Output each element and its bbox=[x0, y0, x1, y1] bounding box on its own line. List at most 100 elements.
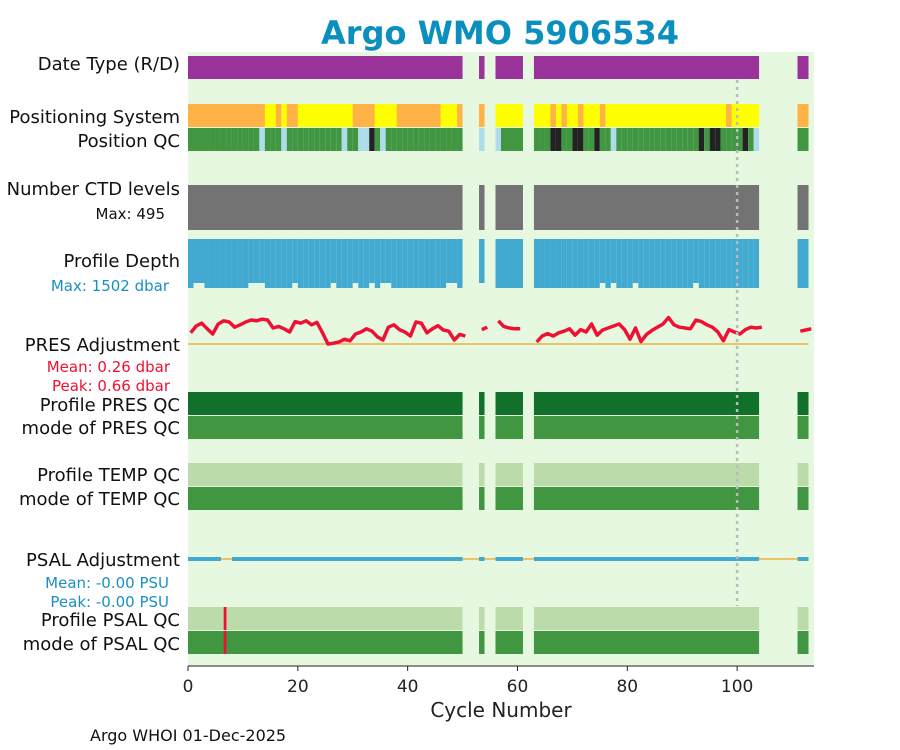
profile-depth-bar bbox=[253, 239, 260, 288]
profile-depth-bar bbox=[599, 239, 606, 288]
profile-depth-bar bbox=[649, 239, 655, 288]
profile-depth-bar bbox=[533, 239, 540, 288]
profile-depth-bar bbox=[753, 239, 760, 288]
profile-pres-qc-bar bbox=[495, 392, 523, 415]
profile-depth-bar bbox=[385, 239, 392, 288]
position-qc-cell bbox=[358, 128, 364, 151]
position-qc-cell bbox=[682, 128, 688, 151]
profile-temp-qc-bar bbox=[495, 463, 523, 486]
position-qc-cell bbox=[352, 128, 359, 151]
profile-psal-qc-bar bbox=[533, 607, 760, 630]
position-qc-cell bbox=[588, 128, 595, 151]
profile-depth-bar bbox=[671, 239, 677, 288]
position-qc-cell bbox=[610, 128, 617, 151]
profile-psal-qc-flag bbox=[223, 607, 227, 630]
mode-psal-qc-bar bbox=[495, 631, 523, 654]
mode-psal-qc-bar bbox=[188, 631, 463, 654]
positioning-argos-segment bbox=[577, 104, 584, 127]
position-qc-cell bbox=[627, 128, 633, 151]
position-qc-cell bbox=[616, 128, 622, 151]
mode-pres-qc-bar bbox=[188, 416, 463, 439]
ctd-max-text: Max: 495 bbox=[96, 205, 165, 223]
profile-depth-bar bbox=[797, 239, 804, 288]
position-qc-cell bbox=[704, 128, 710, 151]
position-qc-cell bbox=[385, 128, 392, 151]
position-qc-cell bbox=[308, 128, 315, 151]
profile-depth-bar bbox=[391, 239, 397, 288]
mode-pres-qc-bar bbox=[479, 416, 485, 439]
profile-depth-bar bbox=[292, 239, 298, 288]
profile-depth-bar bbox=[682, 239, 688, 288]
profile-depth-shortfall bbox=[248, 283, 254, 288]
profile-depth-bar bbox=[583, 239, 589, 288]
profile-depth-bar bbox=[577, 239, 584, 288]
profile-depth-bar bbox=[435, 239, 441, 288]
row-label-profile-temp-qc: Profile TEMP QC bbox=[37, 465, 180, 486]
positioning-argos-segment bbox=[479, 104, 485, 127]
profile-depth-bar bbox=[264, 239, 271, 288]
profile-depth-bar bbox=[555, 239, 562, 288]
profile-depth-shortfall bbox=[380, 283, 386, 288]
row-label-positioning-system: Positioning System bbox=[9, 107, 180, 128]
profile-depth-bar bbox=[588, 239, 595, 288]
pres-adjustment-series bbox=[497, 319, 521, 331]
profile-depth-bar bbox=[561, 239, 567, 288]
position-qc-cell bbox=[220, 128, 227, 151]
x-axis-label: Cycle Number bbox=[430, 698, 572, 722]
profile-depth-bar bbox=[660, 239, 666, 288]
positioning-argos-segment bbox=[188, 104, 265, 127]
mode-temp-qc-bar bbox=[797, 487, 809, 510]
profile-depth-bar bbox=[544, 239, 551, 288]
profile-depth-bar bbox=[248, 239, 254, 288]
profile-psal-qc-bar bbox=[797, 607, 809, 630]
mode-temp-qc-bar bbox=[188, 487, 463, 510]
position-qc-cell bbox=[660, 128, 666, 151]
position-qc-cell bbox=[198, 128, 205, 151]
position-qc-cell bbox=[347, 128, 353, 151]
position-qc-cell bbox=[797, 128, 804, 151]
profile-depth-bar bbox=[737, 239, 743, 288]
position-qc-cell bbox=[638, 128, 644, 151]
profile-depth-bar bbox=[380, 239, 386, 288]
position-qc-cell bbox=[479, 128, 485, 151]
position-qc-cell bbox=[693, 128, 699, 151]
pres-adjustment-series bbox=[189, 317, 466, 346]
profile-depth-bar bbox=[665, 239, 672, 288]
position-qc-cell bbox=[231, 128, 238, 151]
profile-depth-bar bbox=[358, 239, 364, 288]
position-qc-cell bbox=[226, 128, 232, 151]
pres-adjustment-series bbox=[535, 315, 763, 344]
profile-depth-shortfall bbox=[610, 283, 617, 288]
date-type-bar bbox=[533, 56, 760, 79]
profile-depth-bar bbox=[748, 239, 754, 288]
date-type-bar bbox=[495, 56, 523, 79]
profile-depth-bar bbox=[610, 239, 617, 288]
profile-depth-bar bbox=[627, 239, 633, 288]
profile-depth-bar bbox=[193, 239, 199, 288]
x-tick-label: 20 bbox=[287, 677, 309, 697]
position-qc-cell bbox=[402, 128, 408, 151]
profile-depth-shortfall bbox=[385, 283, 392, 288]
profile-depth-bar bbox=[429, 239, 436, 288]
profile-depth-bar bbox=[632, 239, 639, 288]
position-qc-cell bbox=[577, 128, 584, 151]
position-qc-cell bbox=[424, 128, 430, 151]
ctd-levels-bar bbox=[495, 185, 523, 230]
position-qc-cell bbox=[264, 128, 271, 151]
profile-depth-bar bbox=[501, 239, 507, 288]
position-qc-cell bbox=[363, 128, 370, 151]
profile-depth-shortfall bbox=[479, 283, 485, 288]
profile-depth-bar bbox=[621, 239, 628, 288]
pres-mean-text: Mean: 0.26 dbar bbox=[47, 358, 171, 376]
profile-depth-bar bbox=[446, 239, 452, 288]
positioning-bar bbox=[533, 104, 760, 127]
profile-depth-shortfall bbox=[446, 283, 452, 288]
row-label-profile-pres-qc: Profile PRES QC bbox=[40, 395, 180, 416]
position-qc-cell bbox=[292, 128, 298, 151]
position-qc-cell bbox=[451, 128, 458, 151]
profile-depth-bar bbox=[693, 239, 699, 288]
position-qc-cell bbox=[446, 128, 452, 151]
row-label-date-type: Date Type (R/D) bbox=[38, 54, 180, 75]
pres-adjustment-series bbox=[481, 325, 488, 332]
